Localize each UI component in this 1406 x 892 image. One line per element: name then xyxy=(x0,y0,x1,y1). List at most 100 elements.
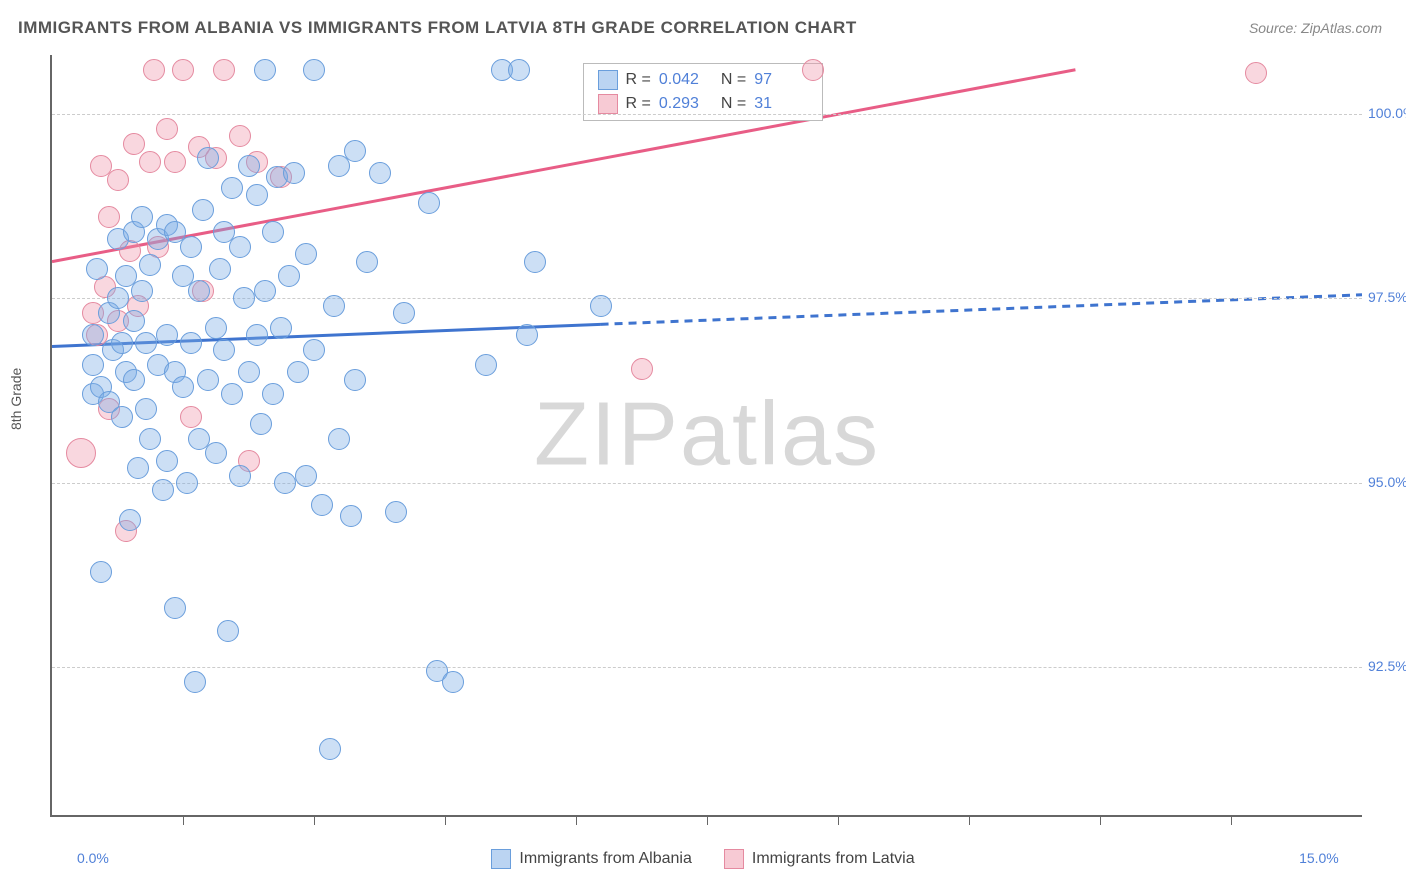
x-axis-tick xyxy=(445,815,446,825)
x-axis-tick xyxy=(969,815,970,825)
data-point xyxy=(197,147,219,169)
data-point xyxy=(340,505,362,527)
correlation-legend: R =0.042N =97R =0.293N =31 xyxy=(583,63,824,121)
legend-r-value: 0.042 xyxy=(659,71,713,89)
data-point xyxy=(164,151,186,173)
data-point xyxy=(213,59,235,81)
data-point xyxy=(328,428,350,450)
data-point xyxy=(184,671,206,693)
series-legend-item: Immigrants from Latvia xyxy=(724,849,915,869)
data-point xyxy=(250,413,272,435)
data-point xyxy=(123,310,145,332)
y-axis-tick-label: 97.5% xyxy=(1368,289,1406,305)
data-point xyxy=(143,59,165,81)
data-point xyxy=(98,206,120,228)
data-point xyxy=(135,398,157,420)
data-point xyxy=(172,376,194,398)
data-point xyxy=(303,339,325,361)
data-point xyxy=(418,192,440,214)
data-point xyxy=(221,383,243,405)
data-point xyxy=(156,450,178,472)
y-axis-tick-label: 95.0% xyxy=(1368,474,1406,490)
legend-n-label: N = xyxy=(721,71,746,89)
data-point xyxy=(524,251,546,273)
data-point xyxy=(107,287,129,309)
source-label: Source: ZipAtlas.com xyxy=(1249,20,1382,36)
data-point xyxy=(311,494,333,516)
data-point xyxy=(246,324,268,346)
plot-area: ZIPatlas R =0.042N =97R =0.293N =31 100.… xyxy=(50,55,1362,817)
y-axis-tick-label: 92.5% xyxy=(1368,658,1406,674)
data-point xyxy=(254,59,276,81)
legend-r-label: R = xyxy=(626,95,651,113)
data-point xyxy=(213,339,235,361)
data-point xyxy=(188,280,210,302)
data-point xyxy=(385,501,407,523)
data-point xyxy=(131,280,153,302)
data-point xyxy=(119,509,141,531)
data-point xyxy=(1245,62,1267,84)
gridline-horizontal xyxy=(52,667,1362,668)
data-point xyxy=(254,280,276,302)
data-point xyxy=(123,133,145,155)
data-point xyxy=(319,738,341,760)
data-point xyxy=(152,479,174,501)
data-point xyxy=(295,243,317,265)
data-point xyxy=(180,332,202,354)
data-point xyxy=(283,162,305,184)
data-point xyxy=(192,199,214,221)
data-point xyxy=(139,151,161,173)
data-point xyxy=(631,358,653,380)
data-point xyxy=(86,258,108,280)
series-legend-label: Immigrants from Latvia xyxy=(752,850,915,868)
data-point xyxy=(205,442,227,464)
data-point xyxy=(156,324,178,346)
data-point xyxy=(323,295,345,317)
data-point xyxy=(274,472,296,494)
data-point xyxy=(111,406,133,428)
series-legend-label: Immigrants from Albania xyxy=(519,850,692,868)
data-point xyxy=(238,155,260,177)
series-legend-item: Immigrants from Albania xyxy=(491,849,692,869)
gridline-horizontal xyxy=(52,483,1362,484)
x-axis-tick xyxy=(314,815,315,825)
legend-swatch xyxy=(598,94,618,114)
data-point xyxy=(344,140,366,162)
data-point xyxy=(123,369,145,391)
data-point xyxy=(262,383,284,405)
data-point xyxy=(82,324,104,346)
data-point xyxy=(295,465,317,487)
data-point xyxy=(262,221,284,243)
data-point xyxy=(303,59,325,81)
data-point xyxy=(590,295,612,317)
data-point xyxy=(111,332,133,354)
data-point xyxy=(164,597,186,619)
data-point xyxy=(131,206,153,228)
legend-n-label: N = xyxy=(721,95,746,113)
data-point xyxy=(217,620,239,642)
data-point xyxy=(270,317,292,339)
y-axis-label: 8th Grade xyxy=(8,368,24,430)
legend-swatch xyxy=(724,849,744,869)
data-point xyxy=(107,169,129,191)
data-point xyxy=(172,59,194,81)
data-point xyxy=(66,438,96,468)
legend-swatch xyxy=(491,849,511,869)
data-point xyxy=(209,258,231,280)
correlation-legend-row: R =0.293N =31 xyxy=(584,92,823,116)
data-point xyxy=(90,561,112,583)
series-legend: Immigrants from Albania Immigrants from L… xyxy=(0,849,1406,874)
data-point xyxy=(139,428,161,450)
data-point xyxy=(369,162,391,184)
x-axis-tick xyxy=(576,815,577,825)
data-point xyxy=(135,332,157,354)
data-point xyxy=(229,465,251,487)
data-point xyxy=(180,236,202,258)
data-point xyxy=(176,472,198,494)
data-point xyxy=(238,361,260,383)
legend-n-value: 31 xyxy=(754,95,808,113)
legend-swatch xyxy=(598,70,618,90)
legend-r-label: R = xyxy=(626,71,651,89)
data-point xyxy=(442,671,464,693)
data-point xyxy=(233,287,255,309)
